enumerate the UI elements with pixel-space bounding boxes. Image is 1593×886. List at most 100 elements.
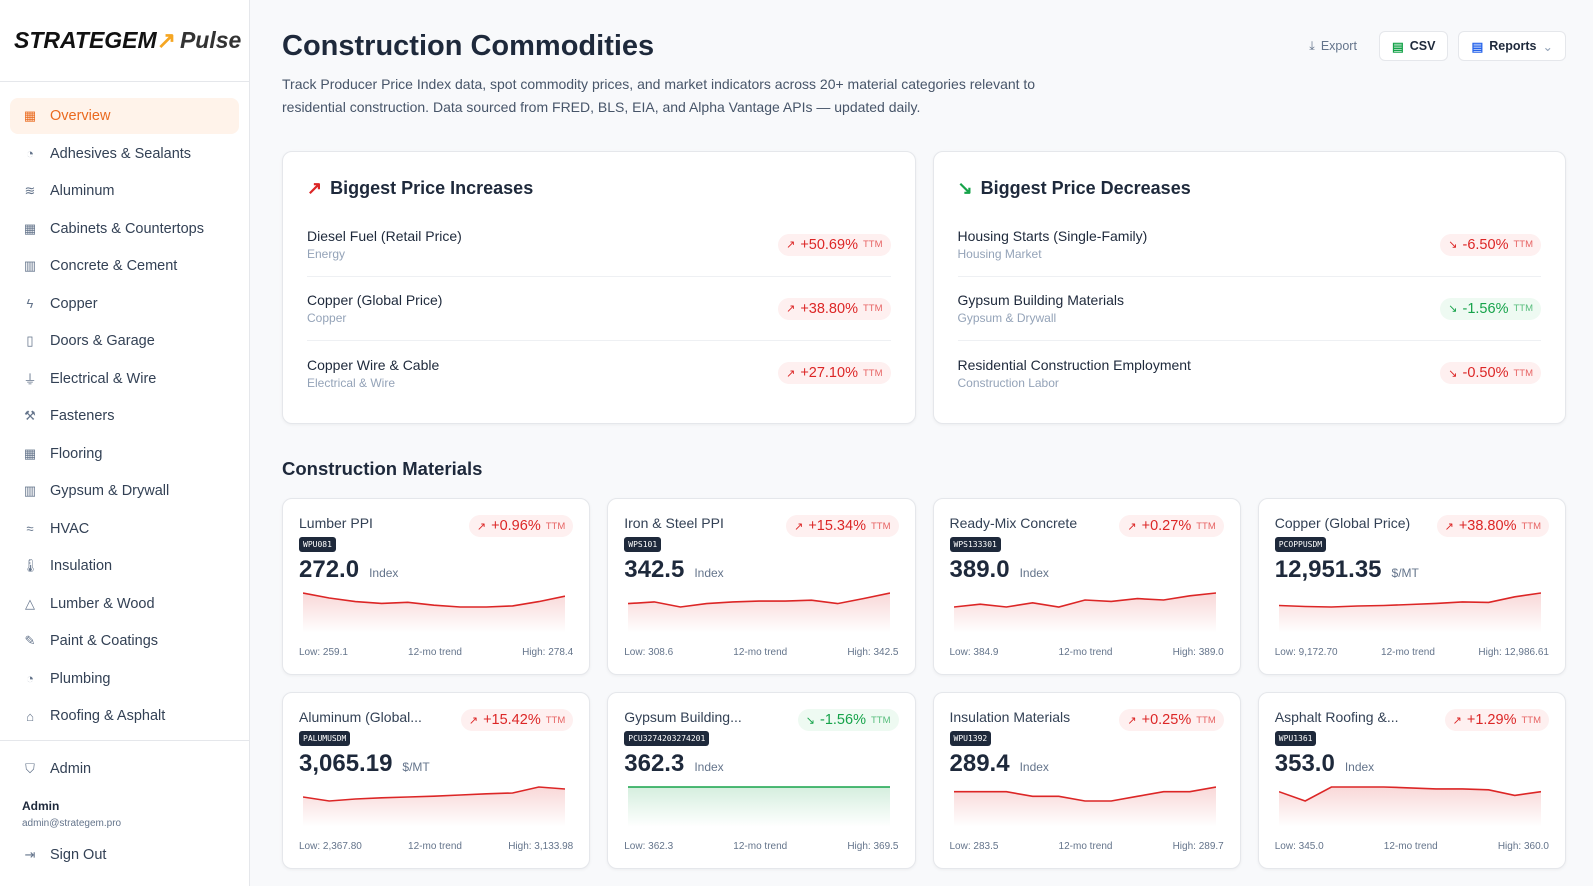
- series-code: PCOPPUSDM: [1274, 537, 1327, 552]
- sparkline-area: [953, 787, 1216, 827]
- material-card[interactable]: Iron & Steel PPI ↗ +15.34% TTM WPS101 342.…: [607, 498, 916, 675]
- series-code: WPS133301: [949, 537, 1001, 552]
- sparkline-area: [628, 593, 891, 633]
- sidebar-item-electrical-wire[interactable]: ⏚ Electrical & Wire: [23, 370, 157, 388]
- current-value: 289.4: [949, 750, 1010, 777]
- sidebar: STRATEGEM ↗ Pulse ▦ Overview ◔ Adhesives & Se…: [0, 0, 250, 886]
- trending-down-icon: ↘: [1448, 303, 1458, 315]
- change-badge: ↘ -0.50% TTM: [1440, 362, 1541, 384]
- series-code: WPU1392: [949, 731, 992, 746]
- sidebar-item-paint-coatings[interactable]: ✎ Paint & Coatings: [10, 623, 239, 659]
- sidebar-item-concrete-cement[interactable]: ▥ Concrete & Cement: [23, 258, 178, 274]
- trending-down-icon: ↘: [1448, 367, 1458, 380]
- trending-up-icon: ↗: [1452, 714, 1462, 727]
- home-icon: ⌂: [26, 708, 34, 724]
- sparkline-line: [953, 786, 1216, 802]
- material-card[interactable]: Lumber PPI ↗ +0.96% TTM WPU081 272.0 Index …: [282, 498, 591, 675]
- change-badge: ↗ +0.96% TTM: [468, 515, 574, 537]
- sparkline: [953, 786, 1216, 827]
- mover-row[interactable]: Gypsum Building Materials Gypsum & Drywal…: [957, 277, 1541, 341]
- download-icon: ⤓: [1309, 38, 1315, 53]
- export-button[interactable]: ⤓ Export: [1297, 31, 1369, 61]
- trending-up-icon: ↗: [476, 520, 487, 533]
- sidebar-item-copper[interactable]: ϟ Copper: [10, 286, 239, 322]
- page-description: Track Producer Price Index data, spot co…: [282, 76, 1036, 115]
- change-badge: ↗ +38.80% TTM: [778, 297, 891, 320]
- change-badge: ↗ +0.25% TTM: [1119, 709, 1224, 731]
- mover-row[interactable]: Diesel Fuel (Retail Price) Energy ↗ +50.69%…: [307, 213, 891, 277]
- series-code: PCU3274203274201: [624, 731, 710, 746]
- wrench-icon: ⚒: [24, 408, 36, 423]
- change-badge: ↗ +27.10% TTM: [778, 362, 891, 384]
- change-badge: ↘ -6.50% TTM: [1440, 233, 1541, 256]
- material-card[interactable]: Gypsum Building... ↘ -1.56% TTM PCU3274203…: [607, 692, 916, 869]
- material-card[interactable]: Insulation Materials ↗ +0.25% TTM WPU1392 …: [932, 692, 1241, 869]
- shield-icon: ⛉: [25, 761, 35, 776]
- plug-icon: ⏚: [23, 372, 37, 387]
- sidebar-item-hvac[interactable]: ≈ HVAC: [10, 511, 239, 547]
- droplets-icon: ◔: [26, 671, 34, 686]
- current-value: 12,951.35: [1274, 556, 1382, 583]
- series-code: WPU1361: [1274, 731, 1317, 746]
- sidebar-item-doors-garage[interactable]: ▯ Doors & Garage: [10, 323, 239, 359]
- material-card[interactable]: Aluminum (Global... ↗ +15.42% TTM PALUMUSD…: [282, 692, 591, 869]
- sidebar-item-gypsum-drywall[interactable]: ▥ Gypsum & Drywall: [23, 483, 170, 499]
- sparkline-area: [1278, 787, 1541, 827]
- sidebar-item-cabinets-countertops[interactable]: ▦ Cabinets & Countertops: [23, 220, 204, 237]
- mover-row[interactable]: Housing Starts (Single-Family) Housing Ma…: [957, 213, 1541, 277]
- wind-icon: ≈: [26, 521, 34, 536]
- material-card[interactable]: Copper (Global Price) ↗ +38.80% TTM PCOPPU…: [1257, 498, 1566, 675]
- sparkline-area: [303, 787, 565, 827]
- sidebar-item-overview[interactable]: ▦ Overview: [10, 98, 239, 134]
- logo[interactable]: STRATEGEM ↗ Pulse: [0, 0, 249, 82]
- sign-out-button[interactable]: ⇥ Sign Out: [10, 837, 239, 873]
- trending-up-icon: ↗: [1127, 520, 1137, 533]
- sidebar-item-insulation[interactable]: 🌡 Insulation: [22, 558, 113, 574]
- mover-row[interactable]: Copper Wire & Cable Electrical & Wire ↗ +27…: [307, 341, 891, 405]
- sparkline: [303, 786, 565, 827]
- sparkline-line: [1278, 786, 1541, 802]
- current-value: 272.0: [299, 556, 360, 583]
- mover-row[interactable]: Copper (Global Price) Copper ↗ +38.80% TTM: [307, 277, 891, 341]
- current-value: 362.3: [624, 750, 685, 777]
- series-code: PALUMUSDM: [299, 731, 351, 746]
- page-title: Construction Commodities: [282, 30, 655, 62]
- file-text-icon: ▤: [1471, 39, 1484, 54]
- sparkline-line: [303, 592, 565, 608]
- change-badge: ↗ +15.34% TTM: [786, 515, 899, 537]
- trending-up-icon: ↗: [794, 520, 804, 533]
- sidebar-item-flooring[interactable]: ▦ Flooring: [23, 445, 103, 462]
- mover-row[interactable]: Residential Construction Employment Const…: [958, 341, 1541, 405]
- arrow-icon: ↗: [156, 27, 176, 53]
- sparkline-area: [628, 787, 891, 827]
- trending-up-icon: ↗: [786, 303, 796, 315]
- thermometer-icon: 🌡: [22, 558, 39, 573]
- trending-down-icon: ↘: [957, 178, 973, 198]
- sidebar-item-lumber-wood[interactable]: △ Lumber & Wood: [10, 586, 239, 622]
- sidebar-item-plumbing[interactable]: ◔ Plumbing: [10, 661, 239, 697]
- sparkline-area: [953, 593, 1216, 633]
- reports-dropdown[interactable]: ▤ Reports ⌄: [1458, 31, 1566, 61]
- paintbrush-icon: ✎: [24, 633, 36, 648]
- sparkline: [1278, 592, 1541, 633]
- building-icon: ▥: [23, 483, 37, 498]
- sidebar-item-adhesives-sealants[interactable]: ◔ Adhesives & Sealants: [10, 136, 239, 172]
- sidebar-item-admin[interactable]: ⛉ Admin: [10, 751, 239, 787]
- trending-up-icon: ↗: [786, 367, 796, 380]
- material-card[interactable]: Asphalt Roofing &... ↗ +1.29% TTM WPU1361 …: [1257, 692, 1566, 869]
- change-badge: ↗ +50.69% TTM: [778, 233, 891, 256]
- sidebar-item-roofing-asphalt[interactable]: ⌂ Roofing & Asphalt: [10, 698, 239, 734]
- chevron-down-icon: ⌄: [1542, 39, 1553, 54]
- logout-icon: ⇥: [24, 846, 36, 862]
- material-card[interactable]: Ready-Mix Concrete ↗ +0.27% TTM WPS133301 …: [932, 498, 1241, 675]
- sidebar-item-aluminum[interactable]: ≋ Aluminum: [10, 173, 239, 209]
- sparkline: [628, 592, 891, 633]
- sparkline-line: [628, 592, 891, 608]
- trending-up-icon: ↗: [786, 239, 796, 251]
- sidebar-nav: ▦ Overview ◔ Adhesives & Sealants ≋ Aluminum ▦…: [0, 82, 249, 740]
- sidebar-item-fasteners[interactable]: ⚒ Fasteners: [10, 398, 239, 434]
- change-badge: ↗ +15.42% TTM: [460, 709, 574, 731]
- file-icon: ▤: [1391, 39, 1404, 54]
- csv-button[interactable]: ▤ CSV: [1378, 31, 1449, 61]
- user-info: Admin admin@strategem.pro: [22, 798, 122, 829]
